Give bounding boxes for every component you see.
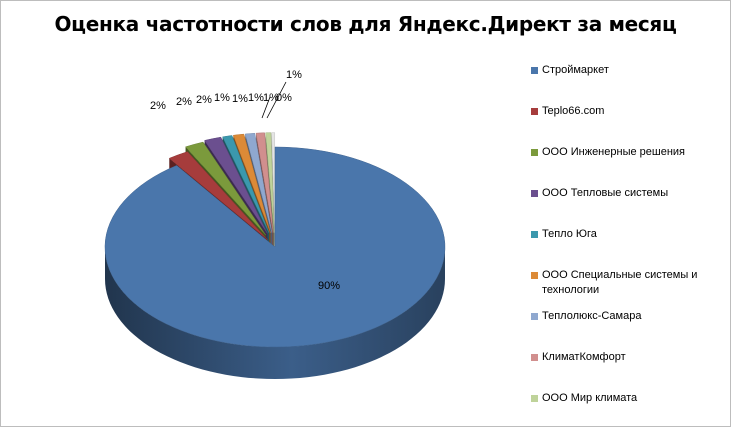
data-label-4: 2% (196, 94, 212, 106)
data-label-7: 1% (248, 92, 264, 104)
pie-slice-1 (104, 146, 446, 379)
data-label-5: 1% (214, 92, 230, 104)
legend-label: Строймаркет (542, 64, 609, 76)
legend-swatch (531, 231, 538, 238)
legend-swatch (531, 149, 538, 156)
data-label-3: 2% (176, 96, 192, 108)
data-label-8: 1% (263, 92, 279, 104)
legend-swatch (531, 67, 538, 74)
data-label-10: 0% (276, 92, 292, 104)
legend-label: ООО Специальные системы и технологии (542, 269, 698, 296)
legend-swatch (531, 190, 538, 197)
legend-label: КлиматКомфорт (542, 351, 626, 363)
legend-label: Теплолюкс-Самара (542, 310, 642, 322)
data-label-2: 2% (150, 100, 166, 112)
legend-swatch (531, 108, 538, 115)
data-label-6: 1% (232, 93, 248, 105)
data-label-1: 90% (318, 280, 340, 292)
legend-swatch (531, 395, 538, 402)
leader-line-2 (266, 81, 287, 119)
legend-label: ООО Инженерные решения (542, 146, 685, 158)
leader-line-1 (261, 96, 271, 119)
legend-label: Тепло Юга (542, 228, 597, 240)
legend-label: ООО Тепловые системы (542, 187, 669, 199)
legend-swatch (531, 354, 538, 361)
legend-label: Teplo66.com (542, 105, 605, 117)
legend-label: ООО Мир климата (542, 392, 638, 404)
legend-swatch (531, 313, 538, 320)
legend-swatch (531, 272, 538, 279)
data-label-9: 1% (286, 69, 302, 81)
chart-title: Оценка частотности слов для Яндекс.Дирек… (54, 12, 677, 36)
